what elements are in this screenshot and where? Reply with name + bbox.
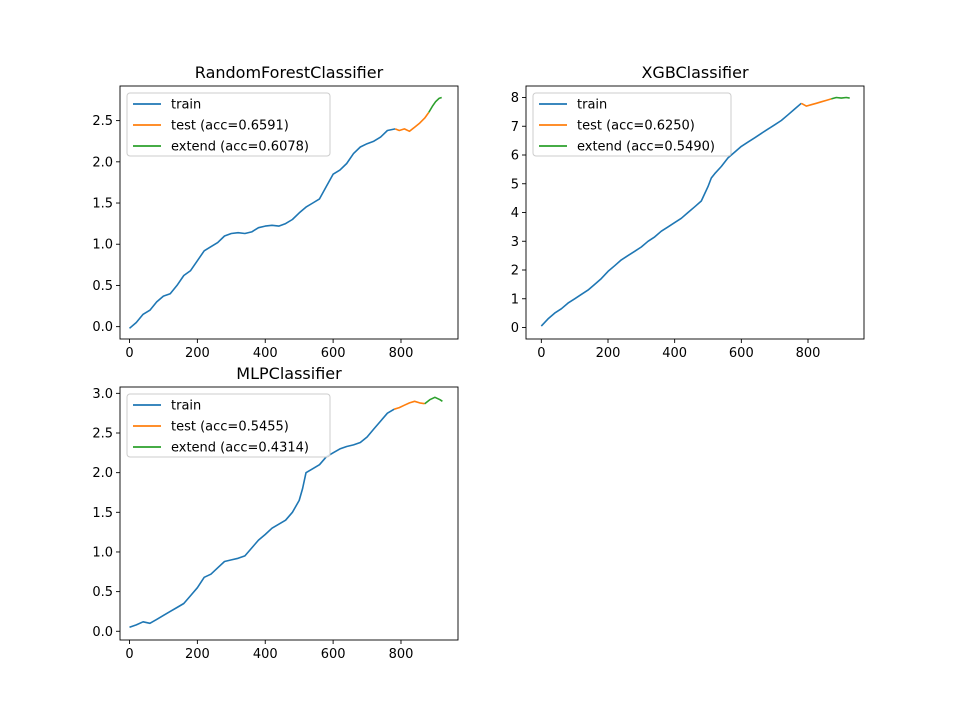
x-tick-label: 400 xyxy=(662,346,687,361)
series-line-test xyxy=(394,111,430,133)
legend-label: train xyxy=(171,399,201,414)
series-line-test xyxy=(800,98,832,107)
y-tick-label: 4 xyxy=(511,206,519,221)
x-tick-label: 800 xyxy=(389,647,414,662)
legend-label: extend (acc=0.5490) xyxy=(577,140,715,155)
subplot-title: RandomForestClassifier xyxy=(195,63,384,82)
y-tick-label: 0.5 xyxy=(92,585,113,600)
x-tick-label: 200 xyxy=(185,346,210,361)
subplot-title: MLPClassifier xyxy=(236,364,342,383)
y-tick-label: 5 xyxy=(511,177,519,192)
y-tick-label: 1.5 xyxy=(92,197,113,212)
legend-label: extend (acc=0.6078) xyxy=(171,140,309,155)
legend-label: test (acc=0.6250) xyxy=(577,119,695,134)
series-line-test xyxy=(393,400,425,410)
y-tick-label: 8 xyxy=(511,91,519,106)
legend-label: test (acc=0.5455) xyxy=(171,420,289,435)
legend: train test (acc=0.5455) extend (acc=0.4314… xyxy=(126,393,331,458)
x-tick-label: 600 xyxy=(729,346,754,361)
legend-label: train xyxy=(171,98,201,113)
legend-label: extend (acc=0.4314) xyxy=(171,441,309,456)
series-line-extend xyxy=(831,96,850,100)
y-tick-label: 2 xyxy=(511,264,519,279)
x-tick-label: 800 xyxy=(796,346,821,361)
x-tick-label: 0 xyxy=(125,346,133,361)
legend-label: test (acc=0.6591) xyxy=(171,119,289,134)
y-tick-label: 6 xyxy=(511,149,519,164)
x-tick-label: 0 xyxy=(537,346,545,361)
y-tick-label: 0.5 xyxy=(92,279,113,294)
y-tick-label: 3 xyxy=(511,235,519,250)
series-line-extend xyxy=(428,96,442,113)
axes-frame xyxy=(119,386,459,641)
subplot-3: MLPClassifier 0 200 400 600 800 0.0 0.5 1.0 1.5 2.… xyxy=(92,364,459,662)
series-line-train xyxy=(128,128,396,329)
y-tick-label: 1.0 xyxy=(92,545,113,560)
legend-label: train xyxy=(577,98,607,113)
y-tick-label: 2.5 xyxy=(92,427,113,442)
legend: train test (acc=0.6250) extend (acc=0.5490… xyxy=(532,92,732,157)
y-tick-label: 0.0 xyxy=(92,320,113,335)
x-tick-label: 600 xyxy=(321,346,346,361)
y-tick-label: 1.0 xyxy=(92,238,113,253)
y-tick-label: 2.0 xyxy=(92,466,113,481)
y-tick-label: 0 xyxy=(511,321,519,336)
subplot-1: RandomForestClassifier 0 200 400 600 800 0.0 0.… xyxy=(92,63,459,361)
x-tick-label: 200 xyxy=(596,346,621,361)
axes-frame xyxy=(119,85,459,340)
series-line-extend xyxy=(424,396,443,405)
y-tick-label: 7 xyxy=(511,120,519,135)
legend-box xyxy=(126,92,331,157)
y-tick-label: 1 xyxy=(511,292,519,307)
y-tick-label: 2.5 xyxy=(92,114,113,129)
legend-box xyxy=(532,92,732,157)
y-tick-label: 3.0 xyxy=(92,387,113,402)
x-tick-label: 600 xyxy=(321,647,346,662)
x-tick-label: 800 xyxy=(389,346,414,361)
x-tick-label: 400 xyxy=(253,647,278,662)
y-tick-label: 2.0 xyxy=(92,155,113,170)
legend: train test (acc=0.6591) extend (acc=0.6078… xyxy=(126,92,331,157)
x-tick-label: 200 xyxy=(185,647,210,662)
legend-box xyxy=(126,393,331,458)
subplot-title: XGBClassifier xyxy=(641,63,749,82)
x-tick-label: 0 xyxy=(125,647,133,662)
subplot-2: XGBClassifier 0 200 400 600 800 0 1 2 3 4 5 6 7 8 train… xyxy=(511,63,865,361)
y-tick-label: 1.5 xyxy=(92,506,113,521)
x-tick-label: 400 xyxy=(253,346,278,361)
series-line-train xyxy=(540,102,802,327)
series-line-train xyxy=(129,408,395,629)
y-tick-label: 0.0 xyxy=(92,625,113,640)
